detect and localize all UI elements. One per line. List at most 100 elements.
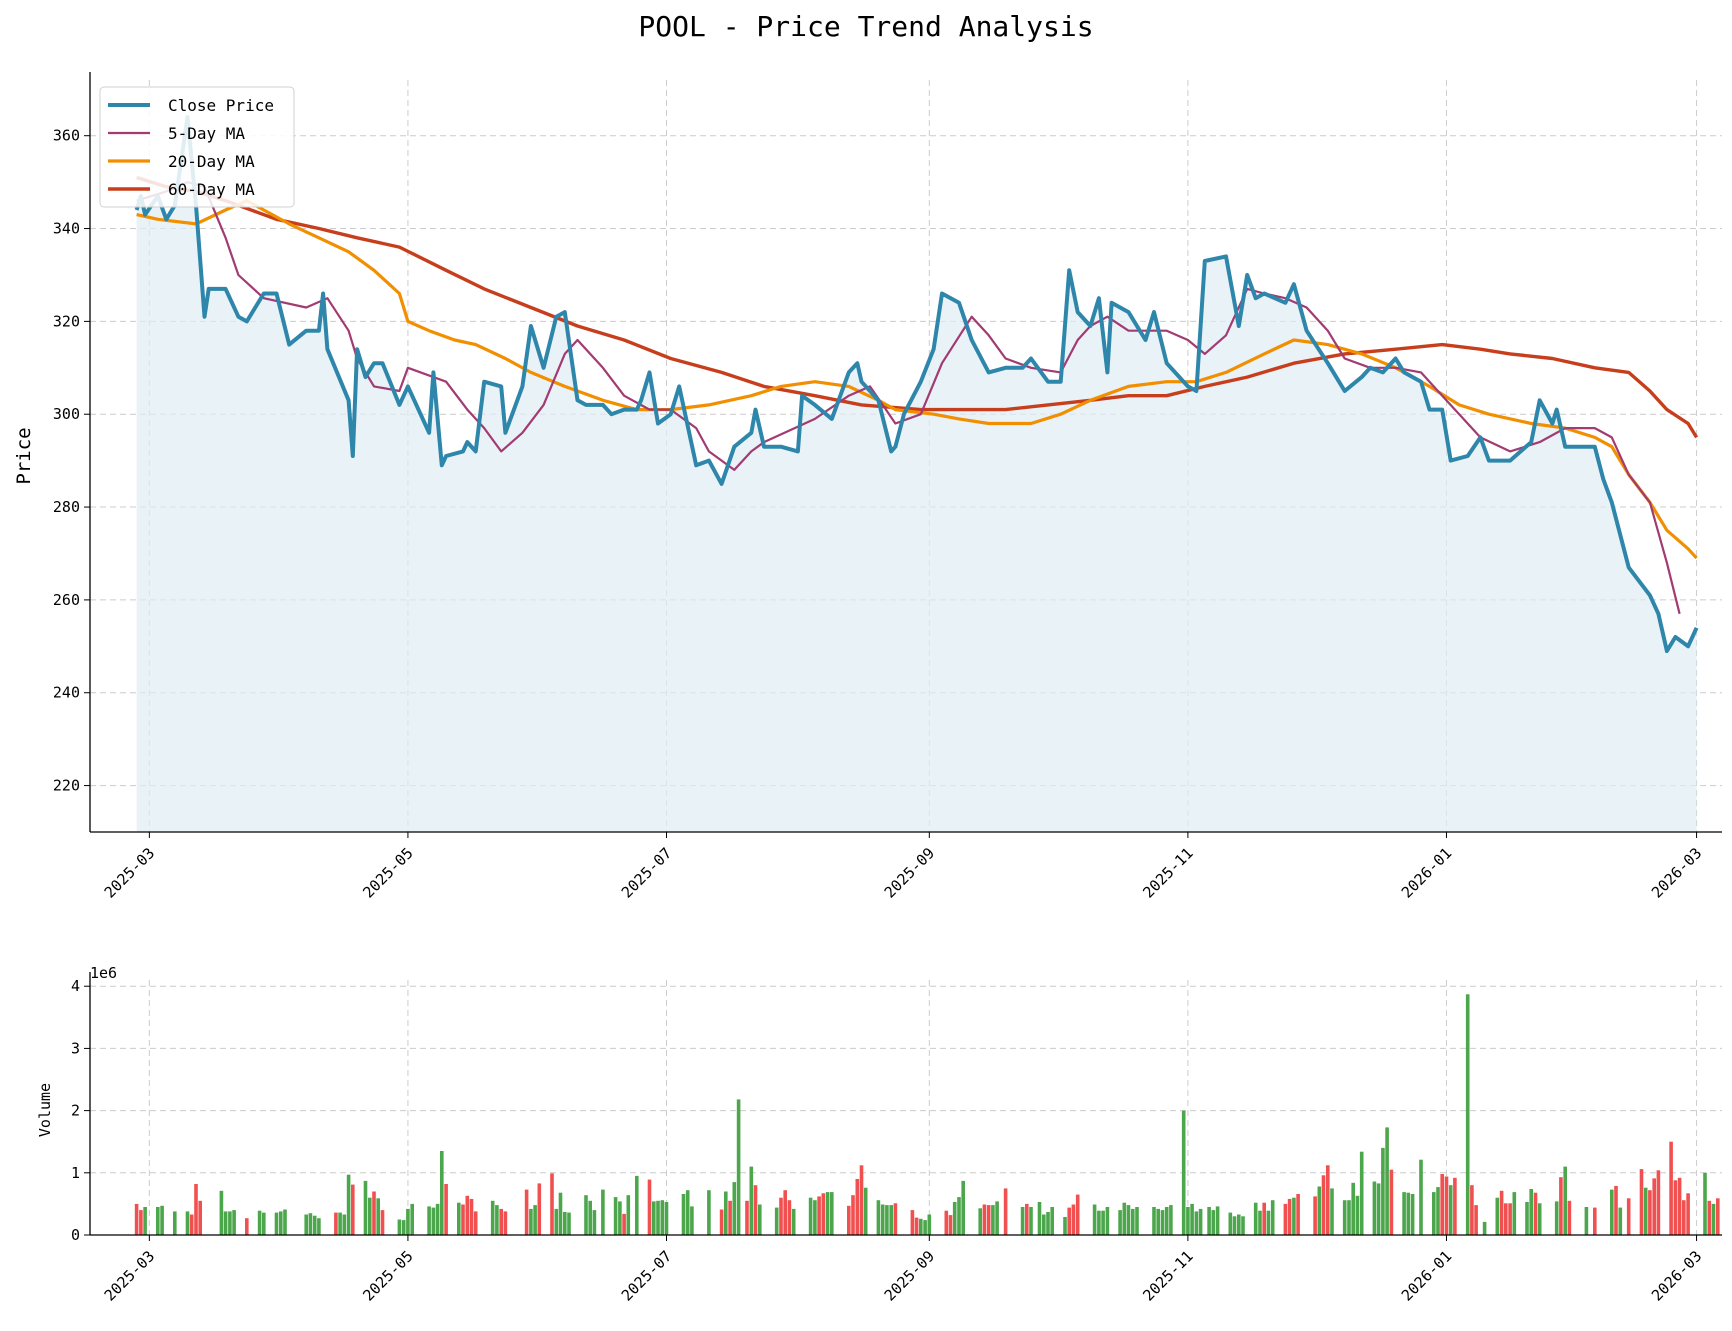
volume-bar <box>198 1200 202 1235</box>
volume-bar <box>1194 1211 1199 1235</box>
volume-bar <box>1101 1210 1105 1235</box>
volume-bar <box>257 1210 262 1235</box>
volume-bar <box>664 1202 669 1235</box>
volume-bar <box>304 1214 308 1235</box>
volume-bar <box>283 1209 287 1235</box>
volume-bar <box>681 1194 686 1235</box>
volume-bar <box>652 1201 656 1235</box>
volume-bar <box>1152 1207 1156 1235</box>
ma20-line <box>136 199 1698 560</box>
volume-bar <box>1559 1177 1563 1235</box>
chart-title: POOL - Price Trend Analysis <box>638 10 1093 43</box>
volume-bar <box>1529 1189 1533 1235</box>
volume-bar <box>444 1184 448 1235</box>
volume-bar <box>1376 1183 1381 1235</box>
volume-bar <box>1648 1190 1652 1235</box>
volume-bar <box>1554 1201 1559 1235</box>
volume-bar <box>1190 1203 1194 1235</box>
volume-bar <box>465 1195 470 1235</box>
legend-label-0: Close Price <box>168 96 274 115</box>
volume-bar <box>592 1210 597 1235</box>
volume-bar <box>372 1191 376 1235</box>
volume-bar <box>1020 1207 1025 1235</box>
volume-bar <box>923 1220 927 1235</box>
volume-bar <box>529 1208 533 1235</box>
volume-bar <box>1330 1188 1334 1235</box>
volume-bar <box>1075 1194 1080 1235</box>
volume-bar <box>338 1212 342 1235</box>
volume-y-axis-title: Volume <box>36 1083 54 1137</box>
volume-x-tick-label: 2026-01 <box>1398 1247 1455 1304</box>
volume-bar <box>855 1179 860 1235</box>
volume-bar <box>380 1210 385 1235</box>
volume-bar <box>1677 1177 1682 1235</box>
volume-bar <box>948 1215 953 1235</box>
volume-bar <box>588 1200 592 1235</box>
volume-bar <box>457 1202 461 1235</box>
volume-bar <box>787 1200 792 1235</box>
volume-bar <box>774 1207 779 1235</box>
volume-bar <box>262 1212 266 1235</box>
volume-bar <box>334 1212 338 1235</box>
volume-x-tick-label: 2025-03 <box>101 1247 158 1304</box>
volume-bar <box>189 1214 194 1235</box>
volume-bar <box>618 1201 622 1235</box>
volume-bar <box>1237 1214 1241 1235</box>
volume-bar <box>825 1192 830 1235</box>
volume-bar <box>1673 1180 1678 1235</box>
price-legend: Close Price 5-Day MA 20-Day MA 60-Day MA <box>99 86 295 208</box>
volume-bar <box>1512 1192 1517 1235</box>
volume-bar <box>427 1206 431 1235</box>
volume-bar <box>1381 1147 1385 1235</box>
volume-bar <box>791 1208 796 1235</box>
legend-label-3: 60-Day MA <box>168 180 255 199</box>
volume-bar <box>156 1207 160 1235</box>
volume-bar <box>342 1214 347 1235</box>
volume-y-tick-label: 1 <box>71 1164 80 1182</box>
volume-bar <box>1499 1190 1504 1235</box>
volume-bar <box>728 1200 732 1235</box>
volume-bar <box>368 1197 372 1235</box>
price-x-tick-label: 2026-01 <box>1398 844 1455 901</box>
volume-bar <box>1241 1216 1245 1235</box>
volume-bar <box>317 1218 321 1235</box>
volume-bar <box>1567 1200 1572 1235</box>
volume-bar <box>1669 1141 1673 1235</box>
volume-bar <box>1186 1207 1190 1235</box>
price-y-tick-label: 340 <box>53 220 80 238</box>
volume-bar <box>758 1204 762 1235</box>
volume-bar <box>1448 1185 1453 1235</box>
volume-bar <box>749 1166 754 1235</box>
volume-bar <box>554 1208 559 1235</box>
volume-bar <box>1198 1208 1203 1235</box>
volume-bar <box>312 1215 317 1235</box>
volume-x-tick-label: 2025-11 <box>1139 1247 1196 1304</box>
volume-bar <box>736 1099 741 1235</box>
volume-bar <box>1406 1192 1411 1235</box>
volume-bar <box>160 1205 164 1235</box>
volume-x-tick-label: 2025-09 <box>881 1247 938 1304</box>
volume-bar <box>1063 1217 1067 1235</box>
volume-bar <box>1402 1192 1406 1235</box>
volume-bar <box>613 1197 618 1235</box>
volume-bar <box>1444 1176 1449 1235</box>
volume-bar <box>880 1204 885 1235</box>
price-y-tick-label: 280 <box>53 498 80 516</box>
volume-bar <box>194 1184 198 1235</box>
volume-bar <box>952 1202 957 1235</box>
volume-bar <box>1160 1210 1165 1235</box>
volume-bar <box>1317 1186 1322 1235</box>
volume-bar <box>685 1190 690 1235</box>
volume-bar <box>431 1207 436 1235</box>
volume-bar <box>1495 1197 1500 1235</box>
price-y-tick-label: 300 <box>53 405 80 423</box>
volume-bar <box>1313 1196 1317 1235</box>
volume-grid <box>90 980 1722 1236</box>
volume-bar <box>401 1220 406 1235</box>
volume-bar <box>1389 1169 1394 1235</box>
volume-bar <box>656 1200 660 1235</box>
volume-bar <box>957 1197 961 1235</box>
volume-bar <box>139 1210 143 1235</box>
volume-offset-label: 1e6 <box>90 964 117 982</box>
